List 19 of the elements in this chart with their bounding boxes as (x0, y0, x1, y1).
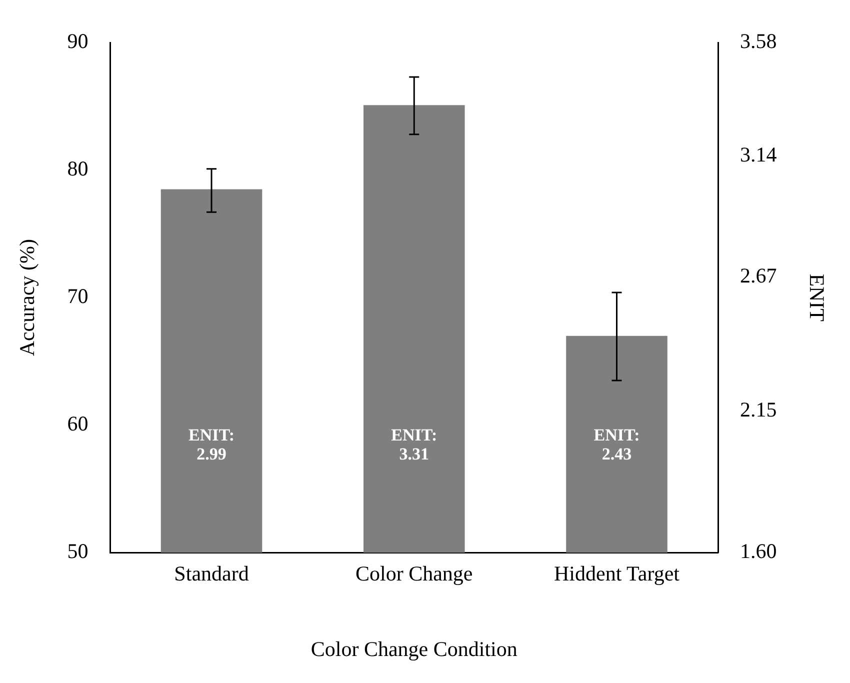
y-tick-label: 70 (67, 284, 88, 308)
x-tick-label: Color Change (356, 562, 473, 586)
y-tick-label: 60 (67, 412, 88, 436)
x-tick-label: Hiddent Target (554, 562, 680, 586)
y2-tick-label: 2.67 (740, 264, 777, 288)
x-tick-label: Standard (174, 562, 250, 586)
y2-tick-label: 2.15 (740, 397, 777, 422)
y-tick-label: 50 (67, 539, 88, 564)
annotation: ENIT: 3.31 (391, 425, 438, 464)
y2-tick-label: 3.14 (740, 142, 778, 166)
y-axis-title: Accuracy (%) (15, 239, 40, 356)
y2-axis-title: ENIT (804, 274, 829, 322)
x-axis-title: Color Change Condition (310, 636, 518, 661)
y-tick-label: 80 (67, 156, 88, 181)
y2-tick-label: 1.60 (740, 539, 777, 564)
annotation: ENIT: 2.43 (594, 425, 640, 464)
y-tick-label: 90 (67, 29, 88, 54)
y2-tick-label: 3.58 (740, 29, 777, 54)
annotation: ENIT: 2.99 (188, 425, 234, 464)
